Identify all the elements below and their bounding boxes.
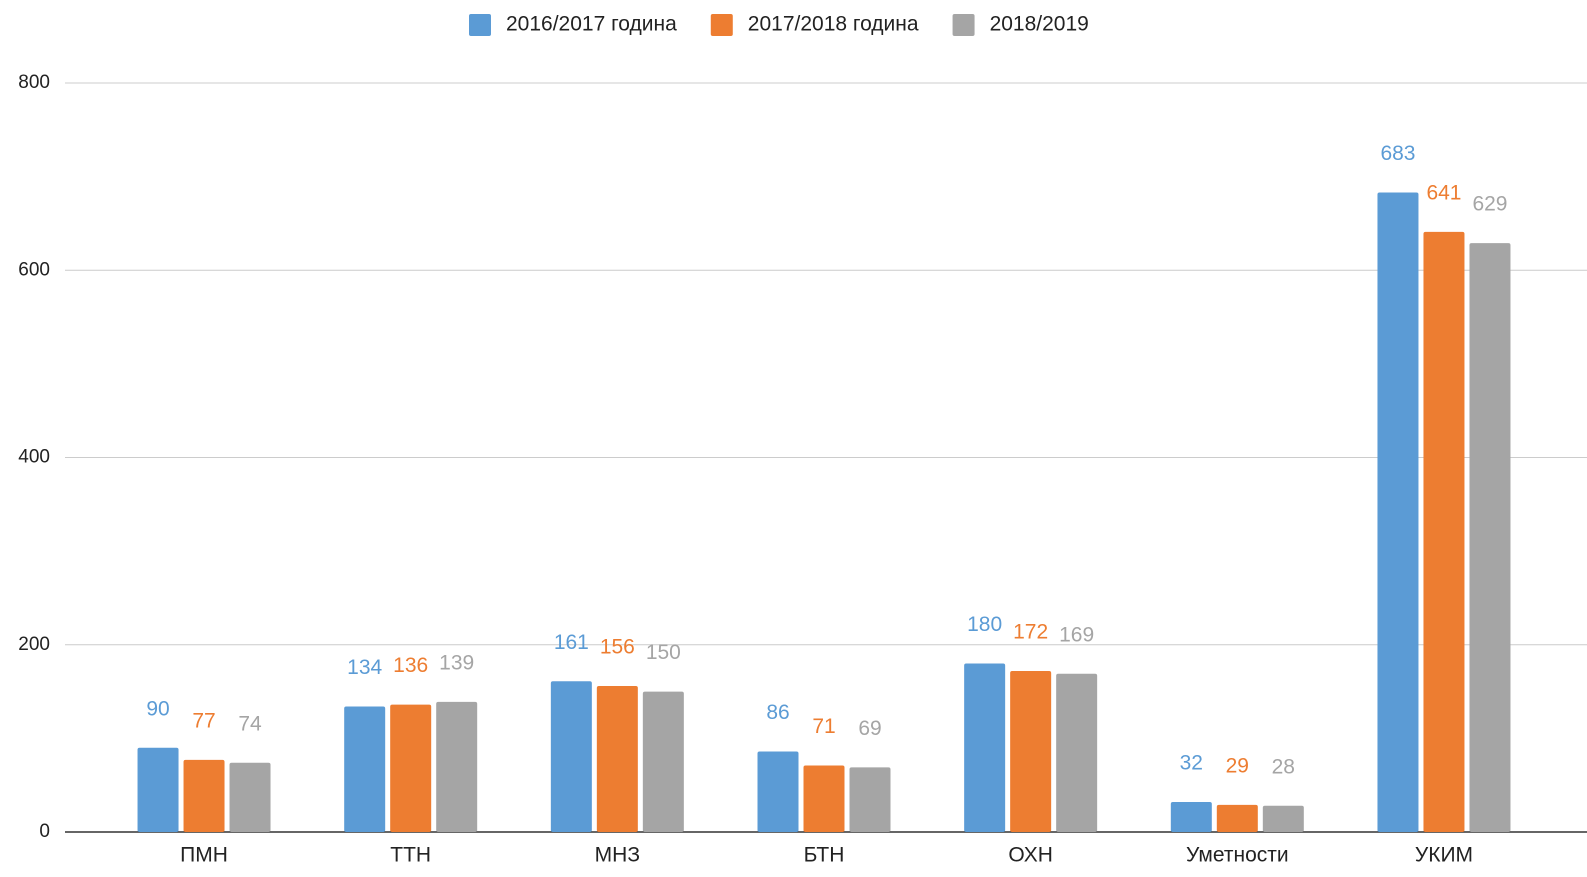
value-label: 77 bbox=[192, 709, 215, 732]
value-label: 629 bbox=[1472, 193, 1507, 216]
x-tick-label: БТН bbox=[804, 844, 845, 867]
x-tick-label: УКИМ bbox=[1415, 844, 1473, 867]
x-tick-label: ТТН bbox=[390, 844, 431, 867]
value-label: 683 bbox=[1380, 142, 1415, 165]
x-tick-label: ПМН bbox=[180, 844, 228, 867]
value-label: 71 bbox=[812, 715, 835, 738]
bar bbox=[550, 681, 592, 832]
value-label: 69 bbox=[858, 717, 881, 740]
y-tick-label: 400 bbox=[18, 447, 50, 468]
bar bbox=[596, 685, 638, 832]
x-tick-label: МНЗ bbox=[595, 844, 640, 867]
y-tick-label: 600 bbox=[18, 259, 50, 280]
value-label: 134 bbox=[347, 656, 382, 679]
value-label: 641 bbox=[1426, 181, 1461, 204]
legend-label: 2016/2017 година bbox=[506, 13, 677, 36]
bar bbox=[436, 701, 478, 832]
bar bbox=[1170, 802, 1212, 832]
bar bbox=[390, 704, 432, 832]
legend-swatch bbox=[710, 14, 733, 36]
bar bbox=[1056, 673, 1098, 832]
bar bbox=[849, 767, 891, 832]
value-label: 156 bbox=[600, 635, 635, 658]
bar bbox=[1010, 670, 1052, 832]
value-label: 180 bbox=[967, 613, 1002, 636]
legend-label: 2017/2018 година bbox=[748, 13, 919, 36]
bar bbox=[1469, 243, 1511, 832]
bar bbox=[642, 691, 684, 832]
bar bbox=[803, 765, 845, 832]
bar bbox=[1423, 231, 1465, 832]
legend-swatch bbox=[469, 14, 491, 36]
bar bbox=[964, 663, 1006, 832]
y-tick-label: 0 bbox=[39, 821, 50, 842]
bar bbox=[1262, 805, 1304, 832]
value-label: 150 bbox=[646, 641, 681, 664]
bar bbox=[183, 759, 225, 832]
value-label: 139 bbox=[439, 651, 474, 674]
value-label: 161 bbox=[554, 631, 589, 654]
value-label: 136 bbox=[393, 654, 428, 677]
y-tick-label: 200 bbox=[18, 634, 50, 655]
bar bbox=[1216, 804, 1258, 832]
value-label: 90 bbox=[146, 697, 169, 720]
legend-label: 2018/2019 bbox=[990, 13, 1089, 36]
bar bbox=[1377, 192, 1419, 832]
value-label: 29 bbox=[1226, 754, 1249, 777]
value-label: 86 bbox=[766, 701, 789, 724]
bar bbox=[344, 706, 386, 832]
value-label: 172 bbox=[1013, 621, 1048, 644]
bar bbox=[137, 747, 179, 832]
x-tick-label: Уметности bbox=[1186, 844, 1289, 867]
bar bbox=[229, 762, 271, 832]
y-tick-label: 800 bbox=[18, 72, 50, 93]
bar bbox=[757, 751, 799, 832]
value-label: 169 bbox=[1059, 623, 1094, 646]
value-label: 28 bbox=[1272, 755, 1295, 778]
x-tick-label: ОХН bbox=[1008, 844, 1053, 867]
legend-swatch bbox=[952, 14, 975, 36]
value-label: 32 bbox=[1180, 752, 1203, 775]
value-label: 74 bbox=[238, 712, 262, 735]
